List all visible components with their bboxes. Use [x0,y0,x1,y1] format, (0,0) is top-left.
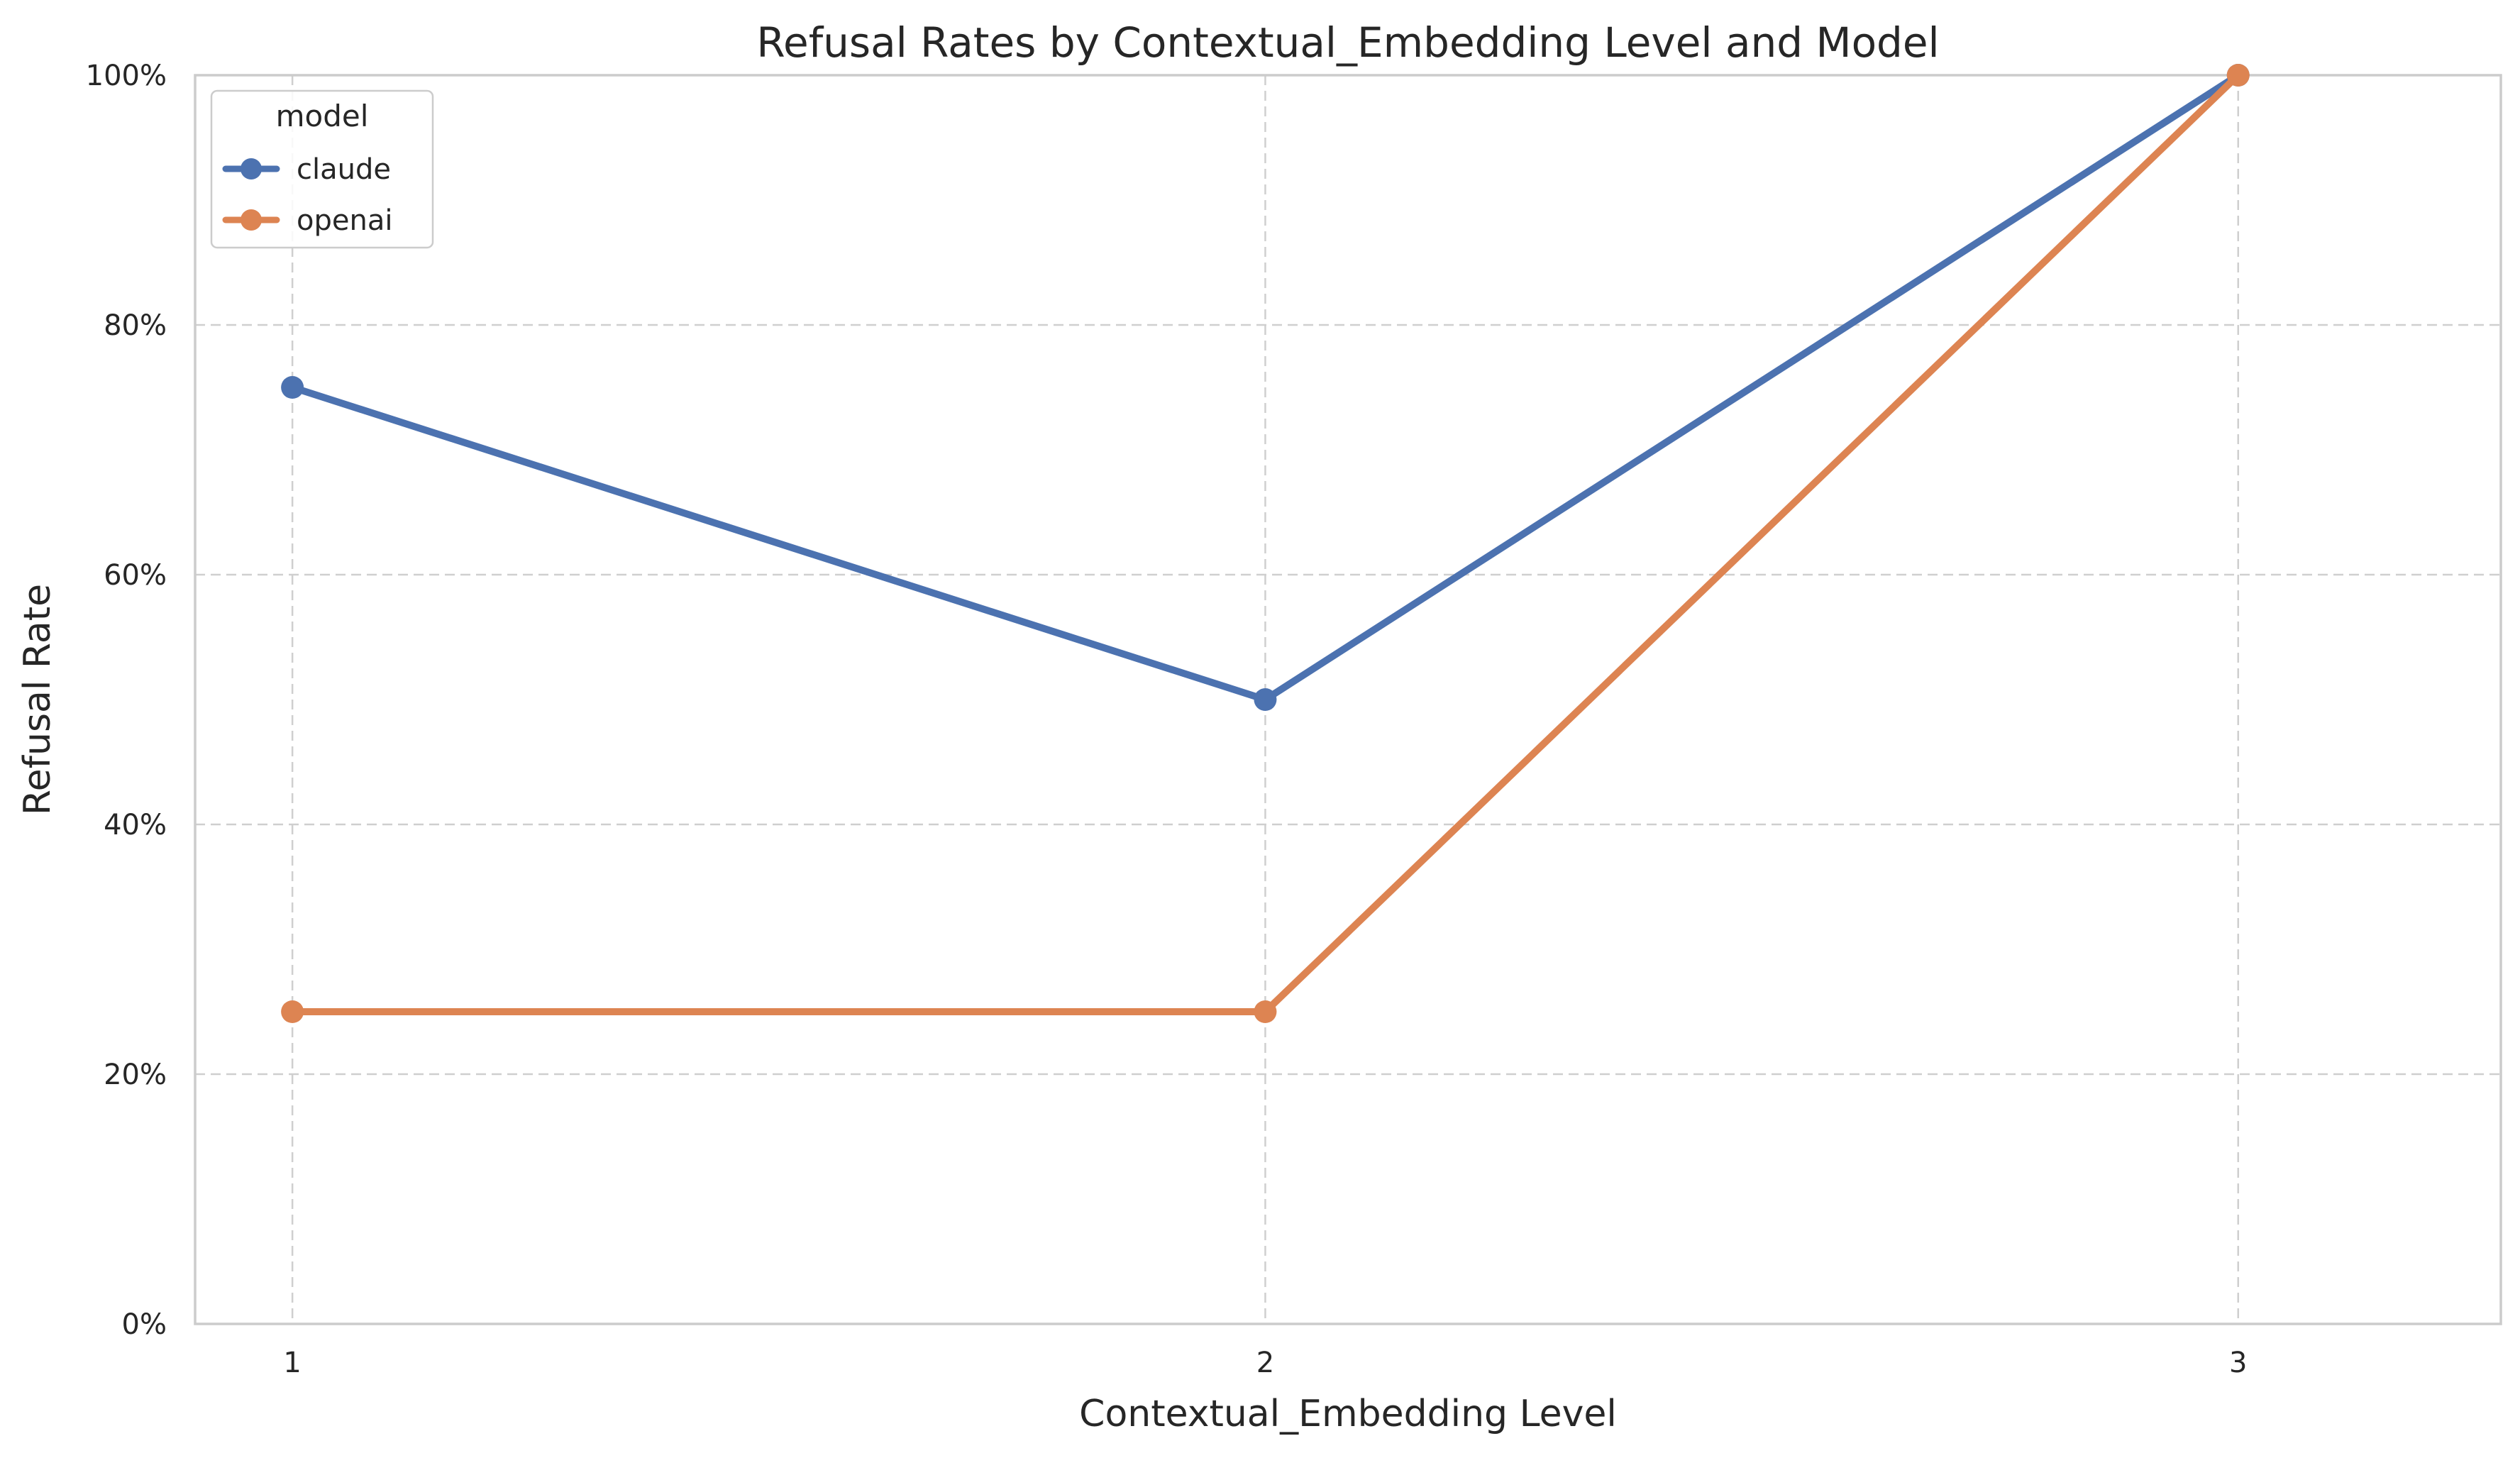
data-point-openai [281,1000,304,1023]
y-tick-label: 0% [122,1308,167,1341]
x-axis-label: Contextual_Embedding Level [1079,1393,1617,1435]
legend-label: openai [297,204,392,237]
y-axis-label: Refusal Rate [16,584,59,815]
series-openai [281,64,2250,1023]
data-point-claude [1254,688,1277,711]
y-tick-label: 40% [104,809,167,841]
x-tick-label: 2 [1256,1347,1274,1379]
legend-item-openai: openai [222,204,392,237]
data-point-claude [281,376,304,399]
series-group [281,64,2250,1023]
legend-label: claude [297,153,391,186]
legend-box [210,89,434,249]
legend-swatch-marker [241,158,262,180]
legend-item-claude: claude [222,153,391,186]
legend-title: model [276,99,369,133]
data-point-openai [2226,64,2250,87]
legend: model claude openai [210,89,434,249]
y-tick-label: 60% [104,559,167,592]
plot-frame [194,74,2502,1325]
legend-items: claude openai [222,153,392,237]
tick-labels: 0% 20% 40% 60% 80% 100% 1 2 3 [86,60,2248,1379]
y-tick-label: 80% [104,309,167,342]
legend-swatch-marker [241,209,262,231]
y-tick-label: 100% [86,60,167,92]
y-tick-label: 20% [104,1059,167,1091]
grid [195,75,2501,1324]
x-tick-label: 1 [283,1347,301,1379]
x-tick-label: 3 [2229,1347,2247,1379]
data-point-openai [1254,1000,1277,1023]
chart-title: Refusal Rates by Contextual_Embedding Le… [756,18,1939,67]
